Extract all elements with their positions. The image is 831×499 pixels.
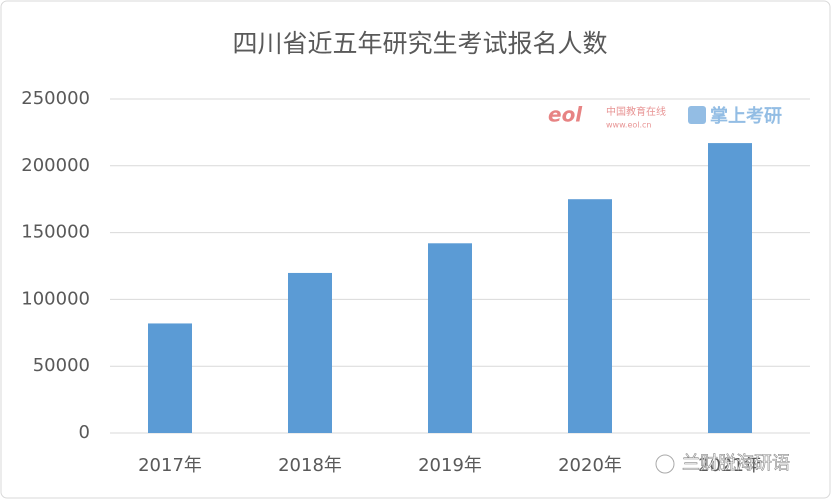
bar xyxy=(708,143,752,433)
y-tick-label: 150000 xyxy=(21,222,90,243)
x-tick-label: 2021年 xyxy=(698,455,762,476)
bar xyxy=(568,199,612,433)
bar xyxy=(428,243,472,433)
chart-title: 四川省近五年研究生考试报名人数 xyxy=(232,29,607,58)
watermark-site: 中国教育在线 xyxy=(606,105,666,118)
x-tick-label: 2018年 xyxy=(278,455,342,476)
eol-logo: eol xyxy=(548,103,583,127)
watermark-account: 兰财脱海研语 xyxy=(682,453,790,474)
x-tick-label: 2019年 xyxy=(418,455,482,476)
x-tick-label: 2017年 xyxy=(138,455,202,476)
y-tick-label: 250000 xyxy=(21,88,90,109)
wechat-icon xyxy=(655,454,675,474)
bar xyxy=(288,272,332,433)
watermark-brand: 掌上考研 xyxy=(710,105,782,127)
y-tick-label: 100000 xyxy=(21,288,90,309)
brand-icon xyxy=(688,106,706,124)
y-tick-label: 50000 xyxy=(33,355,90,376)
y-tick-label: 200000 xyxy=(21,155,90,176)
bar xyxy=(148,323,192,433)
eol-watermark: eol 中国教育在线 www.eol.cn 掌上考研 xyxy=(548,103,782,130)
watermark-url: www.eol.cn xyxy=(606,121,652,130)
y-tick-label: 0 xyxy=(79,422,90,443)
x-tick-label: 2020年 xyxy=(558,455,622,476)
